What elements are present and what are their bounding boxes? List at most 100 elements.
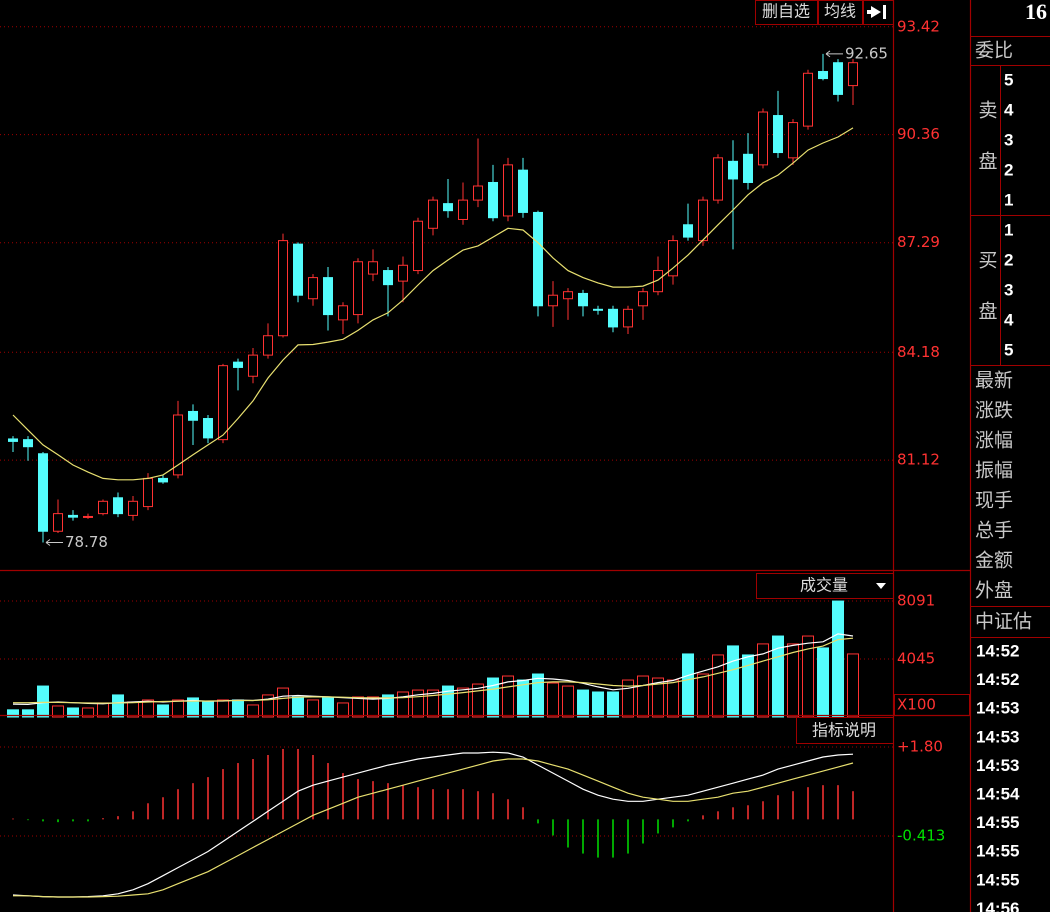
candle-body: [113, 497, 123, 515]
chart-panel: 93.42 90.36 87.29 84.18 81.12 92.65 78.78: [0, 17, 940, 551]
y-tick-label: 84.18: [897, 343, 940, 361]
annotation-label: 92.65: [845, 44, 888, 62]
volume-bar: [412, 689, 424, 718]
volume-bar: [232, 699, 244, 718]
candle-body: [593, 308, 603, 311]
volume-bar: [262, 694, 274, 718]
candle-body: [563, 291, 573, 300]
volume-bar: [67, 707, 79, 718]
buy-level: 2: [1004, 250, 1013, 269]
trade-time: 14:55: [976, 813, 1019, 832]
candle-body: [128, 500, 138, 516]
volume-bar: [652, 677, 664, 718]
y-tick-label: 93.42: [897, 17, 940, 35]
volume-bar: [37, 685, 49, 718]
annotation-label: 78.78: [65, 533, 108, 551]
volume-bar: [622, 679, 634, 718]
trade-time: 14:52: [976, 641, 1019, 660]
candle-body: [443, 203, 453, 212]
candle-body: [488, 181, 498, 219]
candle-body: [263, 335, 273, 356]
volume-bar: [397, 691, 409, 718]
exit-icon[interactable]: [867, 5, 886, 19]
indicator-help[interactable]: 指标说明: [812, 721, 876, 740]
candle-body: [773, 115, 783, 154]
button[interactable]: 均线: [824, 2, 856, 21]
candle-body: [503, 164, 513, 217]
macd-header: 指标说明: [796, 717, 894, 744]
candle-body: [668, 240, 678, 277]
chart-panel: 8091 4045: [0, 592, 935, 718]
candle-body: [398, 264, 408, 282]
button-frame: [863, 0, 894, 25]
volume-bar: [352, 696, 364, 718]
trade-time: 14:55: [976, 842, 1019, 861]
candle-body: [248, 354, 258, 377]
quote-field: 现手: [975, 490, 1013, 512]
candle-body: [638, 291, 648, 307]
trade-time: 14:52: [976, 670, 1019, 689]
volume-bar: [562, 685, 574, 718]
volume-bar: [532, 673, 544, 718]
volume-bar: [592, 691, 604, 718]
trade-time: 14:55: [976, 870, 1019, 889]
y-tick-label: +1.80: [897, 737, 943, 755]
quote-field: 外盘: [975, 580, 1013, 602]
trade-time: 14:53: [976, 727, 1019, 746]
candle-body: [323, 277, 333, 316]
volume-bar: [52, 705, 64, 718]
button[interactable]: 删自选: [762, 2, 810, 21]
indicator-line: [12, 751, 854, 898]
candle-body: [428, 199, 438, 229]
volume-bar: [712, 654, 724, 718]
candle-body: [293, 243, 303, 296]
y-tick-label: 81.12: [897, 451, 940, 469]
candle-body: [23, 439, 33, 448]
sell-label: 卖盘: [976, 100, 998, 202]
stock-code: 16: [1025, 0, 1047, 24]
volume-bar: [787, 643, 799, 718]
candle-body: [518, 169, 528, 213]
volume-bar: [127, 701, 139, 718]
volume-bar: [337, 702, 349, 718]
volume-bar: [97, 702, 109, 718]
candle-body: [308, 277, 318, 300]
volume-bar: [697, 673, 709, 718]
volume-bar: [382, 694, 394, 718]
trade-time: 14:56: [976, 899, 1019, 912]
volume-bar: [832, 600, 844, 718]
ratio-label: 委比: [975, 40, 1013, 62]
volume-bar: [742, 654, 754, 718]
trade-time: 14:53: [976, 756, 1019, 775]
volume-bar: [817, 647, 829, 718]
quote-field: 最新: [975, 370, 1013, 392]
volume-bar: [457, 687, 469, 718]
volume-bar: [757, 643, 769, 718]
candle-body: [413, 220, 423, 272]
quote-field: 振幅: [975, 460, 1013, 482]
sidebar: 16 委比 卖盘 买盘 中证估 5 4 3 2 1 1 2 3 4 5 最新涨跌涨幅振幅现手总手金额…: [971, 0, 1050, 912]
frame: [0, 0, 972, 912]
candle-body: [728, 160, 738, 180]
candle-body: [548, 294, 558, 307]
valuation-label: 中证估: [975, 611, 1032, 633]
candle-body: [143, 477, 153, 508]
volume-bar: [772, 635, 784, 718]
sell-level: 3: [1004, 130, 1013, 149]
candle-body: [788, 122, 798, 159]
unit-label: X100: [897, 696, 936, 714]
y-tick-label: 4045: [897, 650, 935, 668]
candle-body: [683, 224, 693, 238]
indicator-line: [13, 637, 854, 704]
annotation-arrow: [45, 539, 63, 546]
volume-bar: [682, 653, 694, 718]
candle-body: [68, 514, 78, 518]
dropdown-icon[interactable]: [876, 583, 886, 589]
volume-bar: [847, 653, 859, 718]
quote-field: 涨幅: [975, 430, 1013, 452]
volume-bar: [142, 699, 154, 718]
volume-title[interactable]: 成交量: [800, 576, 848, 595]
candle-body: [353, 261, 363, 316]
